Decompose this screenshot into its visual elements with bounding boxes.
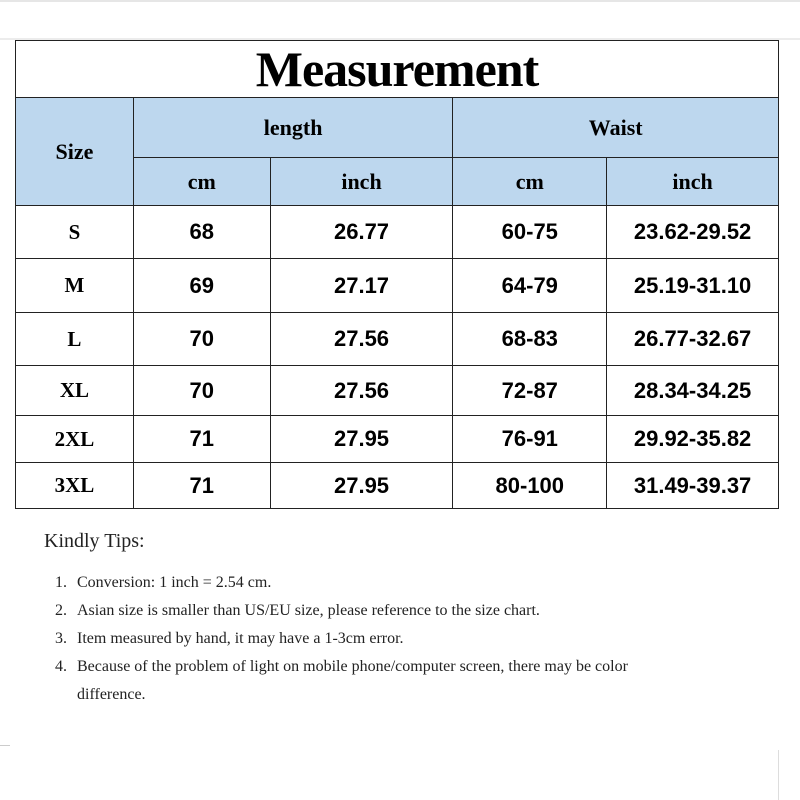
size-cell: XL: [15, 365, 134, 416]
value-cell: 69: [132, 258, 271, 313]
table-row: 2XL 71 27.95 76-91 29.92-35.82: [15, 415, 779, 463]
size-cell: M: [15, 258, 134, 313]
value-cell: 28.34-34.25: [606, 365, 779, 416]
value-cell: 27.56: [269, 312, 454, 366]
top-divider: [0, 38, 800, 40]
header-unit: inch: [606, 157, 779, 206]
tip-item: Asian size is smaller than US/EU size, p…: [71, 597, 697, 625]
header-waist: Waist: [452, 97, 779, 158]
header-unit: cm: [132, 157, 271, 206]
value-cell: 68: [132, 205, 271, 259]
tip-item: Conversion: 1 inch = 2.54 cm.: [71, 569, 697, 597]
value-cell: 23.62-29.52: [606, 205, 779, 259]
value-cell: 29.92-35.82: [606, 415, 779, 463]
value-cell: 64-79: [452, 258, 608, 313]
divider: [778, 750, 779, 800]
header-unit: inch: [269, 157, 454, 206]
tips-list: Conversion: 1 inch = 2.54 cm. Asian size…: [44, 569, 697, 709]
value-cell: 27.95: [269, 415, 454, 463]
tips-section: Kindly Tips: Conversion: 1 inch = 2.54 c…: [44, 530, 697, 709]
tip-item: Because of the problem of light on mobil…: [71, 653, 697, 709]
value-cell: 60-75: [452, 205, 608, 259]
header-unit: cm: [452, 157, 608, 206]
value-cell: 72-87: [452, 365, 608, 416]
size-cell: 3XL: [15, 462, 134, 509]
value-cell: 27.17: [269, 258, 454, 313]
value-cell: 70: [132, 365, 271, 416]
header-size: Size: [15, 97, 134, 206]
table-row: XL 70 27.56 72-87 28.34-34.25: [15, 365, 779, 416]
size-cell: 2XL: [15, 415, 134, 463]
value-cell: 76-91: [452, 415, 608, 463]
value-cell: 26.77-32.67: [606, 312, 779, 366]
size-chart-table: Measurement Size length Waist cm inch cm…: [15, 40, 779, 509]
value-cell: 25.19-31.10: [606, 258, 779, 313]
value-cell: 68-83: [452, 312, 608, 366]
value-cell: 71: [132, 415, 271, 463]
header-length: length: [132, 97, 454, 158]
value-cell: 71: [132, 462, 271, 509]
tips-title: Kindly Tips:: [44, 530, 145, 552]
value-cell: 80-100: [452, 462, 608, 509]
tip-item: Item measured by hand, it may have a 1-3…: [71, 625, 697, 653]
value-cell: 70: [132, 312, 271, 366]
table-title: Measurement: [15, 40, 779, 98]
value-cell: 27.95: [269, 462, 454, 509]
table-row: S 68 26.77 60-75 23.62-29.52: [15, 205, 779, 259]
size-cell: L: [15, 312, 134, 366]
table-row: M 69 27.17 64-79 25.19-31.10: [15, 258, 779, 313]
value-cell: 31.49-39.37: [606, 462, 779, 509]
size-cell: S: [15, 205, 134, 259]
table-row: L 70 27.56 68-83 26.77-32.67: [15, 312, 779, 366]
value-cell: 27.56: [269, 365, 454, 416]
value-cell: 26.77: [269, 205, 454, 259]
top-divider: [0, 0, 800, 2]
divider: [0, 745, 10, 746]
table-row: 3XL 71 27.95 80-100 31.49-39.37: [15, 462, 779, 509]
